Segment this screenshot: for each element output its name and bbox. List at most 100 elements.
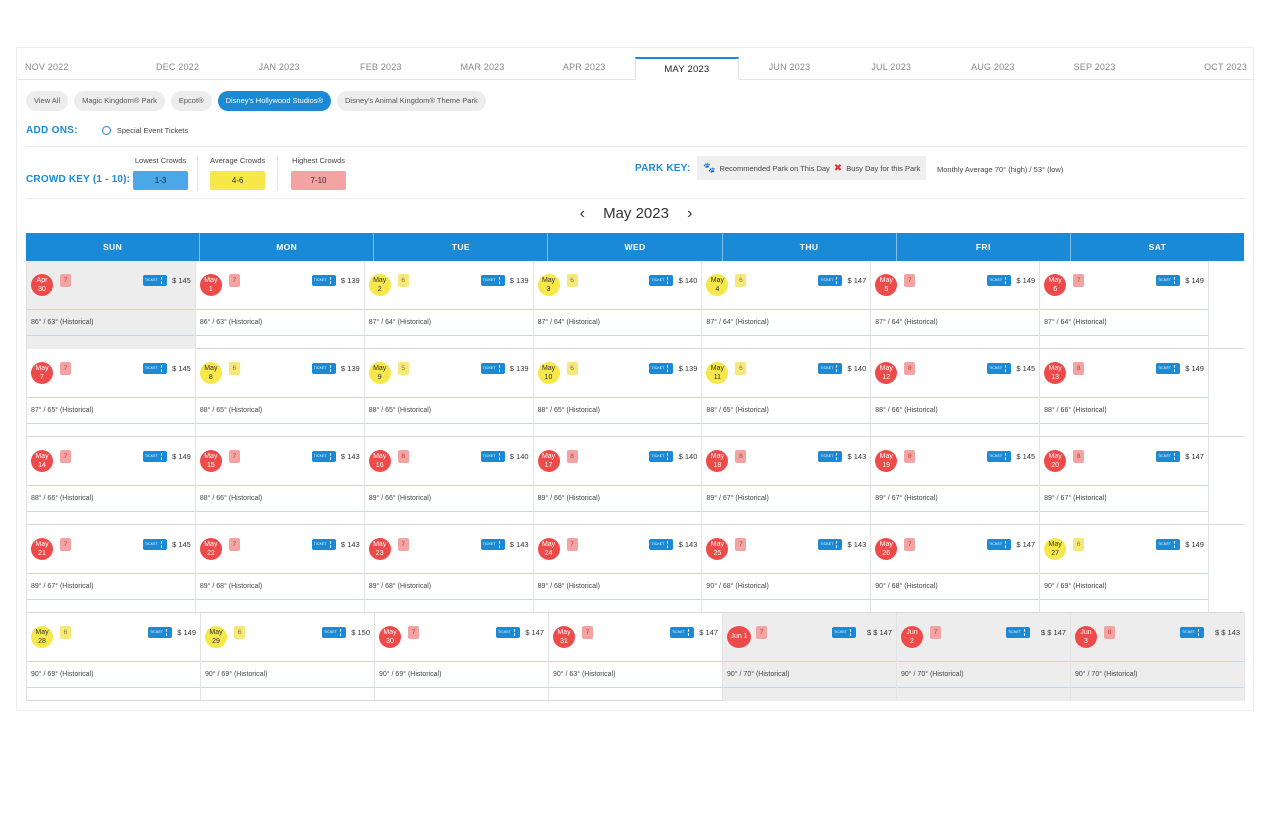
day-cell[interactable]: May 19 8 TICKET $ 145 89° / 67° (Historical) [871,437,1041,525]
ticket-icon[interactable]: TICKET [832,627,856,638]
ticket-icon[interactable]: TICKET [142,539,167,550]
park-chip[interactable]: Disney's Hollywood Studios® [217,91,332,111]
day-cell[interactable]: May 11 6 TICKET $ 140 88° / 65° (Historical) [702,349,872,437]
month-tab-may-2023[interactable]: MAY 2023 [635,57,739,80]
crowd-level-badge: 7 [228,538,240,551]
day-cell[interactable]: May 27 6 TICKET $ 149 90° / 69° (Historical) [1040,525,1209,613]
month-tab-apr-2023[interactable]: APR 2023 [562,62,606,72]
day-cell[interactable]: May 24 7 TICKET $ 143 89° / 68° (Historical) [533,525,703,613]
ticket-icon[interactable]: TICKET [322,627,346,638]
month-tab-dec-2022[interactable]: DEC 2022 [155,62,200,72]
day-cell[interactable]: May 12 8 TICKET $ 145 88° / 66° (Historical) [871,349,1041,437]
ticket-icon[interactable]: TICKET [987,539,1012,550]
ticket-icon[interactable]: TICKET [1155,275,1180,286]
ticket-icon[interactable]: TICKET [142,363,167,374]
month-tab-nov-2022[interactable]: NOV 2022 [25,62,69,72]
day-cell[interactable]: May 9 5 TICKET $ 139 88° / 65° (Historical) [364,349,534,437]
day-cell[interactable]: May 22 7 TICKET $ 143 89° / 68° (Historical) [195,525,365,613]
ticket-icon[interactable]: TICKET [311,539,336,550]
ticket-icon[interactable]: TICKET [142,275,167,286]
day-cell[interactable]: May 3 6 TICKET $ 140 87° / 64° (Historical) [533,261,703,349]
date-day: 8 [208,373,213,381]
month-tab-jul-2023[interactable]: JUL 2023 [871,62,912,72]
day-cell[interactable]: May 28 6 TICKET $ 149 90° / 69° (Historical) [27,613,201,701]
day-cell[interactable]: May 7 7 TICKET $ 145 87° / 65° (Historical) [27,349,196,437]
ticket-icon[interactable]: TICKET [987,275,1012,286]
day-cell[interactable]: Jun 2 7 TICKET $ $ 147 90° / 70° (Historical) [897,613,1071,701]
day-cell[interactable]: May 30 7 TICKET $ 147 90° / 69° (Historical) [375,613,549,701]
ticket-icon[interactable]: TICKET [818,539,843,550]
day-cell[interactable]: May 8 6 TICKET $ 139 88° / 65° (Historical) [195,349,365,437]
day-cell[interactable]: May 31 7 TICKET $ 147 90° / 63° (Historical) [549,613,723,701]
day-cell[interactable]: May 29 6 TICKET $ 150 90° / 69° (Historical) [201,613,375,701]
day-cell[interactable]: May 4 6 TICKET $ 147 87° / 64° (Historical) [702,261,872,349]
day-cell[interactable]: May 13 8 TICKET $ 149 88° / 66° (Historical) [1040,349,1209,437]
cell-divider [702,335,871,336]
ticket-icon[interactable]: TICKET [987,363,1012,374]
day-cell[interactable]: May 2 6 TICKET $ 139 87° / 64° (Historical) [364,261,534,349]
ticket-icon[interactable]: TICKET [148,627,172,638]
park-chip[interactable]: View All [26,91,69,111]
ticket-icon[interactable]: TICKET [649,275,674,286]
ticket-icon[interactable]: TICKET [480,539,505,550]
ticket-icon[interactable]: TICKET [1006,627,1030,638]
month-tab-jan-2023[interactable]: JAN 2023 [258,62,300,72]
month-tab-feb-2023[interactable]: FEB 2023 [360,62,402,72]
ticket-text: TICKET [1182,630,1196,634]
ticket-icon[interactable]: TICKET [818,363,843,374]
date-month: May [1048,365,1062,372]
day-cell[interactable]: May 10 6 TICKET $ 139 88° / 65° (Historical) [533,349,703,437]
day-cell[interactable]: May 18 8 TICKET $ 143 89° / 67° (Historical) [702,437,872,525]
day-cell[interactable]: Apr 30 7 TICKET $ 145 86° / 63° (Historical) [27,261,196,349]
special-event-radio[interactable] [101,126,111,135]
month-tab-sep-2023[interactable]: SEP 2023 [1073,62,1116,72]
park-chip[interactable]: Disney's Animal Kingdom® Theme Park [337,91,486,111]
day-cell[interactable]: May 14 7 TICKET $ 149 88° / 66° (Historical) [27,437,196,525]
ticket-icon[interactable]: TICKET [1155,539,1180,550]
ticket-icon[interactable]: TICKET [1155,451,1180,462]
ticket-icon[interactable]: TICKET [649,539,674,550]
day-cell[interactable]: May 20 8 TICKET $ 147 89° / 67° (Historical) [1040,437,1209,525]
day-cell[interactable]: May 15 7 TICKET $ 143 88° / 66° (Historical) [195,437,365,525]
ticket-icon[interactable]: TICKET [818,275,843,286]
ticket-icon[interactable]: TICKET [142,451,167,462]
day-cell[interactable]: May 1 7 TICKET $ 139 86° / 63° (Historical) [195,261,365,349]
day-cell[interactable]: Jun 3 8 TICKET $ $ 143 90° / 70° (Historical) [1071,613,1245,701]
ticket-icon[interactable]: TICKET [670,627,694,638]
month-tab-oct-2023[interactable]: OCT 2023 [1204,62,1248,72]
park-chip[interactable]: Magic Kingdom® Park [74,91,165,111]
month-tab-mar-2023[interactable]: MAR 2023 [460,62,505,72]
ticket-icon[interactable]: TICKET [496,627,520,638]
ticket-icon[interactable]: TICKET [1155,363,1180,374]
ticket-icon[interactable]: TICKET [480,363,505,374]
ticket-text: TICKET [820,278,834,282]
day-cell[interactable]: May 26 7 TICKET $ 147 90° / 68° (Historical) [871,525,1041,613]
ticket-icon[interactable]: TICKET [818,451,843,462]
ticket-icon[interactable]: TICKET [480,275,505,286]
ticket-icon[interactable]: TICKET [311,275,336,286]
ticket-icon[interactable]: TICKET [1180,627,1204,638]
day-cell[interactable]: May 6 7 TICKET $ 149 87° / 64° (Historical) [1040,261,1209,349]
date-day: 4 [715,285,720,293]
day-cell[interactable]: May 17 8 TICKET $ 140 89° / 66° (Historical) [533,437,703,525]
ticket-icon[interactable]: TICKET [649,451,674,462]
ticket-icon[interactable]: TICKET [987,451,1012,462]
chevron-left-icon[interactable]: ‹ [579,205,585,222]
month-tab-aug-2023[interactable]: AUG 2023 [971,62,1015,72]
day-cell[interactable]: May 23 7 TICKET $ 143 89° / 68° (Historical) [364,525,534,613]
date-day: 29 [212,637,220,645]
ticket-icon[interactable]: TICKET [311,363,336,374]
day-cell[interactable]: May 5 7 TICKET $ 149 87° / 64° (Historical) [871,261,1041,349]
day-cell[interactable]: May 21 7 TICKET $ 145 89° / 67° (Historical) [27,525,196,613]
cell-divider [195,335,364,336]
day-cell[interactable]: May 16 8 TICKET $ 140 89° / 66° (Historical) [364,437,534,525]
ticket-icon[interactable]: TICKET [480,451,505,462]
park-chip[interactable]: Epcot® [170,91,212,111]
ticket-icon[interactable]: TICKET [649,363,674,374]
day-cell[interactable]: Jun 1 7 TICKET $ $ 147 90° / 70° (Historical… [723,613,897,701]
ticket-icon[interactable]: TICKET [311,451,336,462]
day-cell[interactable]: May 25 7 TICKET $ 143 90° / 68° (Historical) [702,525,872,613]
month-tab-jun-2023[interactable]: JUN 2023 [768,62,811,72]
chevron-right-icon[interactable]: › [687,205,693,222]
special-event-label[interactable]: Special Event Tickets [116,126,189,135]
